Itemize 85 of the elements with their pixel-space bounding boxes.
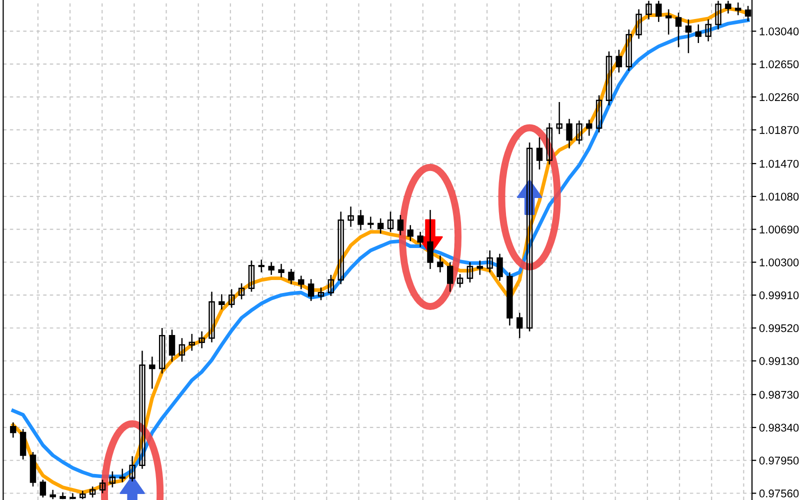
candlestick bbox=[50, 489, 56, 500]
candlestick bbox=[168, 329, 176, 362]
y-tick-label: 0.97950 bbox=[759, 456, 799, 465]
candlestick bbox=[99, 479, 106, 494]
candlestick bbox=[646, 0, 652, 20]
candlestick bbox=[387, 211, 394, 232]
candlestick bbox=[348, 206, 354, 228]
candlestick bbox=[328, 274, 334, 297]
candlestick bbox=[695, 24, 702, 44]
y-tick-label: 1.01470 bbox=[760, 160, 799, 168]
y-tick-label: 1.00300 bbox=[760, 258, 799, 266]
candlestick bbox=[248, 260, 255, 292]
candlestick bbox=[417, 231, 424, 248]
candlestick bbox=[576, 120, 582, 145]
candlestick bbox=[40, 479, 46, 498]
candlestick bbox=[288, 268, 294, 285]
candlestick bbox=[149, 356, 156, 390]
candlestick bbox=[675, 12, 682, 48]
candlestick bbox=[476, 260, 483, 276]
y-tick-label: 1.02260 bbox=[760, 93, 799, 102]
candlestick bbox=[486, 250, 493, 273]
candlestick bbox=[407, 224, 414, 242]
candlestick bbox=[338, 211, 344, 285]
candlestick bbox=[109, 470, 116, 488]
candlestick bbox=[218, 294, 225, 310]
candlestick bbox=[526, 142, 533, 332]
candlestick bbox=[10, 422, 16, 438]
candlestick bbox=[228, 288, 235, 308]
candlestick bbox=[80, 490, 86, 500]
candlestick bbox=[556, 101, 562, 135]
candlestick bbox=[596, 94, 602, 134]
candlestick bbox=[318, 286, 324, 301]
candlestick bbox=[566, 118, 572, 150]
candlestick bbox=[238, 282, 245, 300]
candlestick bbox=[546, 122, 553, 166]
y-tick-label: 0.98340 bbox=[759, 424, 799, 432]
candlestick bbox=[626, 28, 632, 72]
candlestick bbox=[725, 0, 732, 14]
y-tick-label: 1.03040 bbox=[760, 27, 799, 36]
candlestick bbox=[496, 253, 503, 282]
y-tick-label: 1.00690 bbox=[760, 226, 799, 234]
candlestick bbox=[158, 327, 166, 374]
candlestick bbox=[268, 262, 274, 276]
candlestick bbox=[456, 273, 464, 288]
candlestick bbox=[368, 216, 374, 230]
candlestick bbox=[298, 275, 304, 290]
y-tick-label: 1.01080 bbox=[760, 192, 799, 201]
candlestick bbox=[705, 18, 712, 42]
y-tick-label: 0.99130 bbox=[759, 357, 799, 366]
candlestick bbox=[516, 312, 523, 339]
y-tick-label: 0.98730 bbox=[759, 390, 799, 399]
candlestick bbox=[89, 486, 96, 498]
y-tick-label: 1.02650 bbox=[760, 60, 799, 68]
candlestick bbox=[715, 0, 722, 30]
y-tick-label: 1.01870 bbox=[760, 126, 799, 134]
candlestick bbox=[397, 214, 404, 236]
candlestick bbox=[188, 333, 195, 352]
candlestick bbox=[178, 337, 186, 362]
candlestick bbox=[139, 350, 146, 470]
candlestick bbox=[734, 2, 742, 16]
candlestick bbox=[358, 209, 364, 231]
candlestick bbox=[446, 262, 454, 292]
candlestick bbox=[308, 278, 314, 302]
candlestick bbox=[536, 136, 543, 170]
candlestick bbox=[586, 119, 592, 136]
candlestick bbox=[119, 468, 126, 483]
candlestick bbox=[258, 259, 265, 273]
candlestick bbox=[636, 8, 642, 40]
candlestick bbox=[427, 209, 434, 270]
candlestick bbox=[665, 8, 672, 36]
candlestick bbox=[208, 291, 215, 343]
candlestick bbox=[278, 263, 284, 278]
candlestick bbox=[198, 330, 205, 349]
candlestick bbox=[377, 218, 384, 234]
candlestick bbox=[20, 428, 26, 460]
candlestick bbox=[606, 50, 612, 106]
y-tick-label: 0.99520 bbox=[759, 324, 799, 332]
candlestick bbox=[129, 456, 136, 482]
candlestick bbox=[466, 262, 474, 284]
candlestick bbox=[685, 18, 692, 54]
candlestick bbox=[656, 0, 662, 23]
candlestick bbox=[437, 254, 444, 273]
candlestick bbox=[616, 49, 622, 74]
y-tick-label: 0.97560 bbox=[759, 490, 799, 498]
y-tick-label: 0.99910 bbox=[759, 291, 799, 300]
